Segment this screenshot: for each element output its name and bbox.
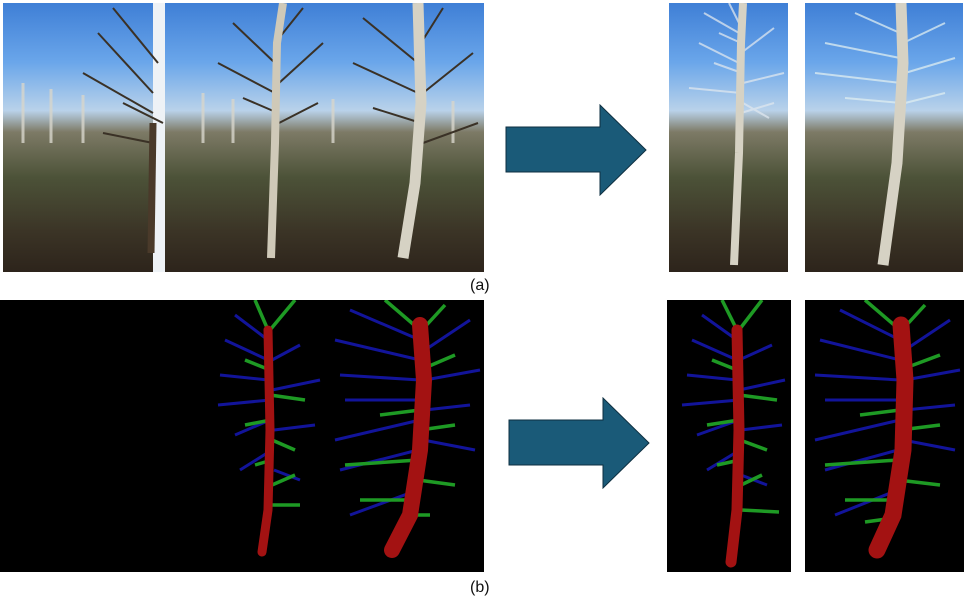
process-arrow-bottom <box>508 396 650 490</box>
segmentation-crop-right-drawing <box>814 300 961 559</box>
segmentation-mask-original <box>0 300 484 572</box>
right-arrow-icon <box>508 396 650 490</box>
tree-crop-photo-right-drawing <box>814 3 956 266</box>
process-arrow-top <box>505 103 647 197</box>
segmentation-crop-left-drawing <box>681 300 786 568</box>
tree-crop-photo-left <box>669 3 788 272</box>
orchard-photo-original <box>3 3 484 272</box>
caption-b: (b) <box>470 579 490 596</box>
orchard-photo-drawing <box>21 3 479 272</box>
caption-a: (a) <box>470 277 490 294</box>
tree-crop-photo-right <box>805 3 963 272</box>
segmentation-crop-right <box>805 300 964 572</box>
segmentation-mask-drawing <box>217 300 481 558</box>
right-arrow-icon <box>505 103 647 197</box>
tree-crop-photo-left-drawing <box>688 3 785 266</box>
segmentation-crop-left <box>667 300 791 572</box>
